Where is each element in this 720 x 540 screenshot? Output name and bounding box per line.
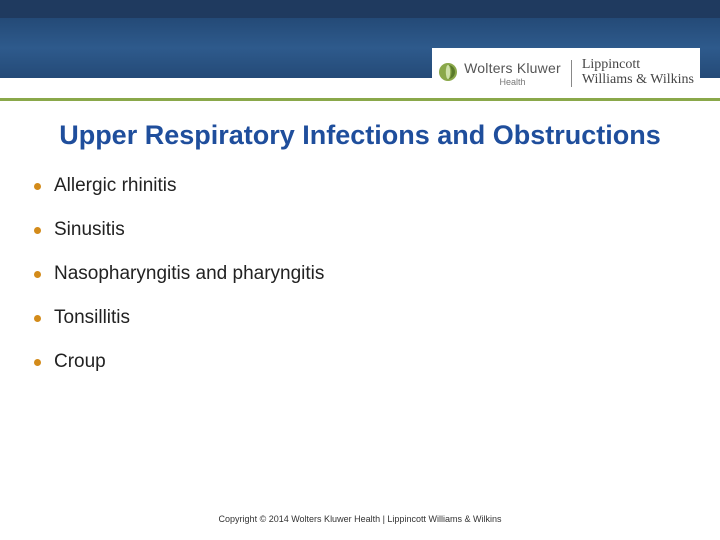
list-item: Sinusitis (34, 219, 690, 241)
list-item: Tonsillitis (34, 307, 690, 329)
header-band-top (0, 0, 720, 18)
list-item: Nasopharyngitis and pharyngitis (34, 263, 690, 285)
header-band: Wolters Kluwer Health Lippincott William… (0, 0, 720, 98)
bullet-list: Allergic rhinitis Sinusitis Nasopharyngi… (0, 175, 720, 373)
wolters-kluwer-logo: Wolters Kluwer Health (438, 60, 572, 87)
slide-title: Upper Respiratory Infections and Obstruc… (0, 120, 720, 151)
wolters-kluwer-name: Wolters Kluwer (464, 60, 561, 76)
copyright-footer: Copyright © 2014 Wolters Kluwer Health |… (0, 514, 720, 524)
wolters-kluwer-icon (438, 62, 458, 82)
header-band-accent (0, 98, 720, 101)
wolters-kluwer-subtitle: Health (464, 77, 561, 87)
list-item: Allergic rhinitis (34, 175, 690, 197)
list-item: Croup (34, 351, 690, 373)
lippincott-line1: Lippincott (582, 58, 694, 73)
lippincott-logo: Lippincott Williams & Wilkins (572, 58, 694, 87)
publisher-logos: Wolters Kluwer Health Lippincott William… (432, 48, 700, 98)
lippincott-line2: Williams & Wilkins (582, 73, 694, 88)
